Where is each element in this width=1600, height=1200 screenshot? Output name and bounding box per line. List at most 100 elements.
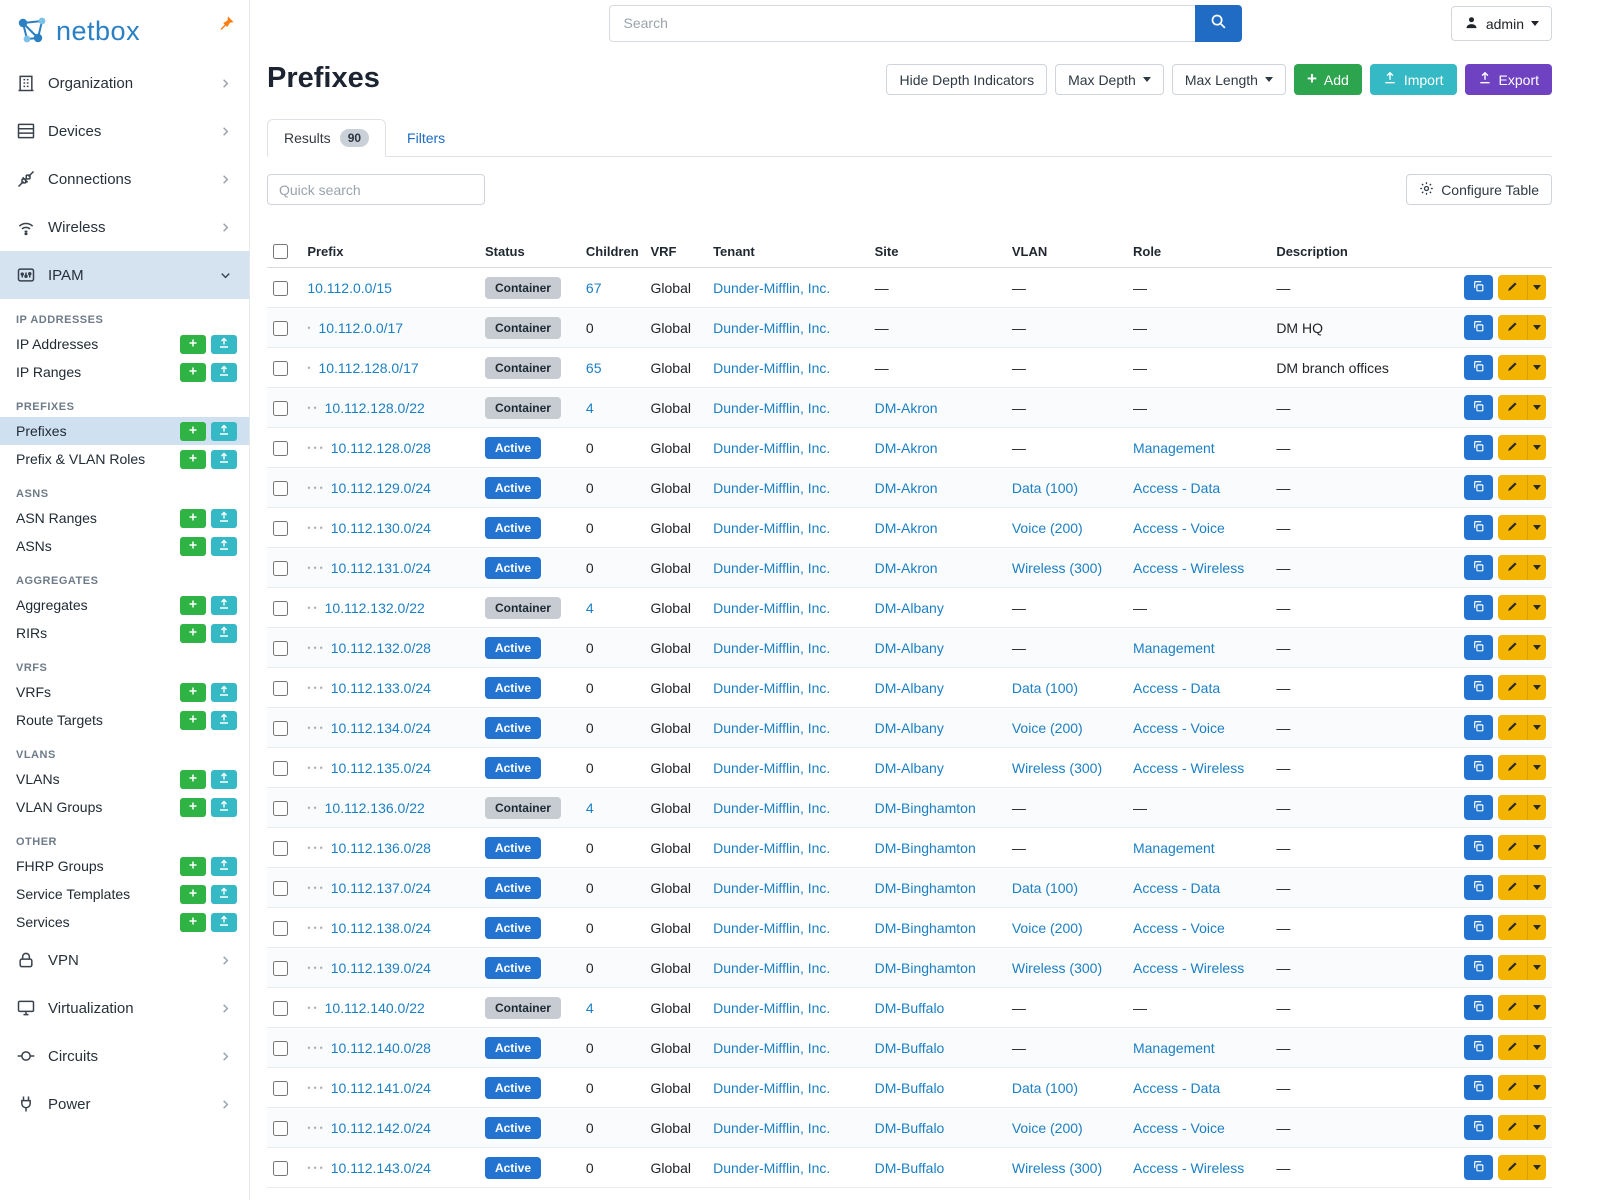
role-link[interactable]: Management xyxy=(1132,1039,1215,1056)
sidebar-item-prefix-vlan-roles[interactable]: Prefix & VLAN Roles xyxy=(0,445,249,473)
add-vlan-groups-button[interactable] xyxy=(180,797,206,817)
sidebar-item-route-targets[interactable]: Route Targets xyxy=(0,706,249,734)
clone-button[interactable] xyxy=(1464,435,1493,461)
clone-button[interactable] xyxy=(1464,955,1493,981)
pin-icon[interactable] xyxy=(218,15,235,35)
sidebar-item-fhrp-groups[interactable]: FHRP Groups xyxy=(0,852,249,880)
sidebar-item-virtualization[interactable]: Virtualization xyxy=(0,984,249,1032)
role-link[interactable]: Management xyxy=(1132,439,1215,456)
tenant-link[interactable]: Dunder-Mifflin, Inc. xyxy=(713,799,831,816)
row-checkbox[interactable] xyxy=(273,600,288,616)
edit-button[interactable] xyxy=(1498,395,1527,421)
sidebar-item-prefixes[interactable]: Prefixes xyxy=(0,417,249,445)
edit-dropdown-caret[interactable] xyxy=(1527,395,1546,421)
clone-button[interactable] xyxy=(1464,515,1493,541)
edit-dropdown-caret[interactable] xyxy=(1527,275,1546,301)
tenant-link[interactable]: Dunder-Mifflin, Inc. xyxy=(713,519,831,536)
sidebar-item-asn-ranges[interactable]: ASN Ranges xyxy=(0,504,249,532)
netbox-logo[interactable]: netbox xyxy=(14,14,140,49)
sidebar-item-vrfs[interactable]: VRFs xyxy=(0,678,249,706)
edit-button[interactable] xyxy=(1498,1035,1527,1061)
tenant-link[interactable]: Dunder-Mifflin, Inc. xyxy=(713,639,831,656)
add-prefixes-button[interactable] xyxy=(180,421,206,441)
clone-button[interactable] xyxy=(1464,275,1493,301)
edit-dropdown-caret[interactable] xyxy=(1527,595,1546,621)
role-link[interactable]: Access - Voice xyxy=(1132,1119,1225,1136)
clone-button[interactable] xyxy=(1464,555,1493,581)
row-checkbox[interactable] xyxy=(273,640,288,656)
add-button[interactable]: + Add xyxy=(1293,64,1362,95)
tenant-link[interactable]: Dunder-Mifflin, Inc. xyxy=(713,879,831,896)
edit-dropdown-caret[interactable] xyxy=(1527,1115,1546,1141)
clone-button[interactable] xyxy=(1464,395,1493,421)
max-length-dropdown[interactable]: Max Length xyxy=(1171,64,1286,95)
vlan-link[interactable]: Data (100) xyxy=(1011,479,1079,496)
children-count-link[interactable]: 4 xyxy=(585,599,594,616)
vlan-link[interactable]: Voice (200) xyxy=(1011,919,1083,936)
clone-button[interactable] xyxy=(1464,795,1493,821)
tab-results[interactable]: Results 90 xyxy=(267,119,387,157)
site-link[interactable]: DM-Albany xyxy=(874,599,944,616)
sidebar-item-aggregates[interactable]: Aggregates xyxy=(0,591,249,619)
prefix-link[interactable]: 10.112.132.0/28 xyxy=(330,639,431,656)
row-checkbox[interactable] xyxy=(273,760,288,776)
prefix-link[interactable]: 10.112.137.0/24 xyxy=(330,879,431,896)
vlan-link[interactable]: Data (100) xyxy=(1011,879,1079,896)
edit-button[interactable] xyxy=(1498,915,1527,941)
site-link[interactable]: DM-Akron xyxy=(874,559,938,576)
sidebar-item-ip-ranges[interactable]: IP Ranges xyxy=(0,358,249,386)
site-link[interactable]: DM-Albany xyxy=(874,719,944,736)
role-link[interactable]: Access - Data xyxy=(1132,879,1221,896)
sidebar-item-service-templates[interactable]: Service Templates xyxy=(0,880,249,908)
row-checkbox[interactable] xyxy=(273,960,288,976)
tenant-link[interactable]: Dunder-Mifflin, Inc. xyxy=(713,359,831,376)
prefix-link[interactable]: 10.112.139.0/24 xyxy=(330,959,431,976)
import-service-templates-button[interactable] xyxy=(211,884,237,904)
import-asn-ranges-button[interactable] xyxy=(211,508,237,528)
column-header-status[interactable]: Status xyxy=(478,235,580,269)
column-header-prefix[interactable]: Prefix xyxy=(301,235,479,269)
prefix-link[interactable]: 10.112.142.0/24 xyxy=(330,1119,431,1136)
edit-dropdown-caret[interactable] xyxy=(1527,875,1546,901)
site-link[interactable]: DM-Albany xyxy=(874,679,944,696)
vlan-link[interactable]: Data (100) xyxy=(1011,679,1079,696)
sidebar-item-vlans[interactable]: VLANs xyxy=(0,765,249,793)
column-header-description[interactable]: Description xyxy=(1270,235,1444,269)
edit-dropdown-caret[interactable] xyxy=(1527,715,1546,741)
edit-button[interactable] xyxy=(1498,955,1527,981)
edit-dropdown-caret[interactable] xyxy=(1527,1075,1546,1101)
edit-dropdown-caret[interactable] xyxy=(1527,315,1546,341)
site-link[interactable]: DM-Binghamton xyxy=(874,919,976,936)
prefix-link[interactable]: 10.112.138.0/24 xyxy=(330,919,431,936)
edit-dropdown-caret[interactable] xyxy=(1527,635,1546,661)
search-button[interactable] xyxy=(1194,4,1242,42)
tenant-link[interactable]: Dunder-Mifflin, Inc. xyxy=(713,1039,831,1056)
role-link[interactable]: Access - Data xyxy=(1132,479,1221,496)
vlan-link[interactable]: Voice (200) xyxy=(1011,519,1083,536)
clone-button[interactable] xyxy=(1464,915,1493,941)
edit-dropdown-caret[interactable] xyxy=(1527,475,1546,501)
prefix-link[interactable]: 10.112.0.0/15 xyxy=(307,279,392,296)
add-prefix-vlan-roles-button[interactable] xyxy=(180,449,206,469)
prefix-link[interactable]: 10.112.140.0/28 xyxy=(330,1039,431,1056)
edit-button[interactable] xyxy=(1498,315,1527,341)
edit-dropdown-caret[interactable] xyxy=(1527,435,1546,461)
row-checkbox[interactable] xyxy=(273,1120,288,1136)
site-link[interactable]: DM-Buffalo xyxy=(874,1119,945,1136)
children-count-link[interactable]: 4 xyxy=(585,999,594,1016)
add-services-button[interactable] xyxy=(180,912,206,932)
site-link[interactable]: DM-Albany xyxy=(874,759,944,776)
tenant-link[interactable]: Dunder-Mifflin, Inc. xyxy=(713,759,831,776)
sidebar-item-connections[interactable]: Connections xyxy=(0,155,249,203)
import-fhrp-groups-button[interactable] xyxy=(211,856,237,876)
children-count-link[interactable]: 67 xyxy=(585,279,602,296)
tenant-link[interactable]: Dunder-Mifflin, Inc. xyxy=(713,1119,831,1136)
import-ip-addresses-button[interactable] xyxy=(211,334,237,354)
import-ip-ranges-button[interactable] xyxy=(211,362,237,382)
tenant-link[interactable]: Dunder-Mifflin, Inc. xyxy=(713,439,831,456)
sidebar-item-power[interactable]: Power xyxy=(0,1080,249,1128)
clone-button[interactable] xyxy=(1464,1075,1493,1101)
sidebar-item-asns[interactable]: ASNs xyxy=(0,532,249,560)
max-depth-dropdown[interactable]: Max Depth xyxy=(1055,64,1164,95)
edit-button[interactable] xyxy=(1498,635,1527,661)
